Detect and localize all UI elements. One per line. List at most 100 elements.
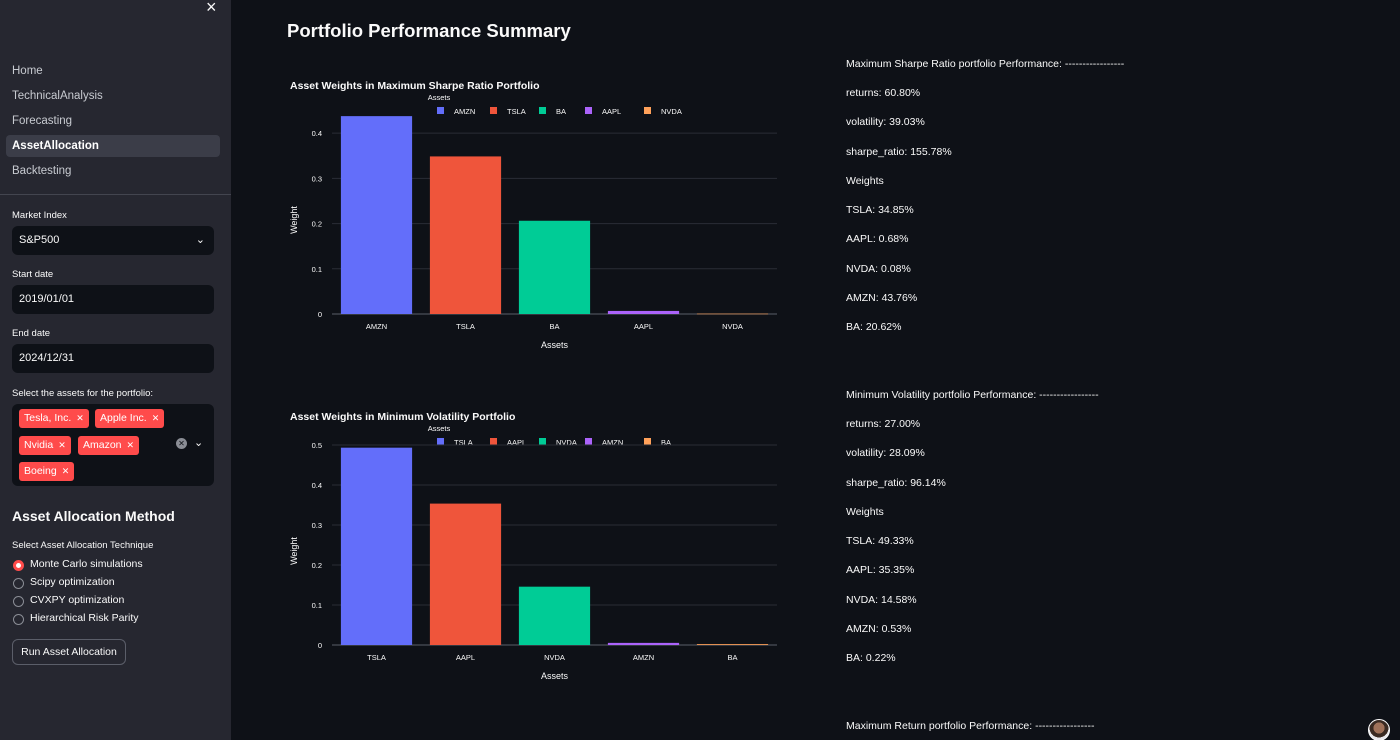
avatar[interactable]: [1368, 719, 1390, 740]
legend-label: TSLA: [507, 107, 526, 116]
x-tick-label: TSLA: [367, 653, 386, 662]
sidebar-item-home[interactable]: Home: [12, 65, 43, 77]
sidebar-item-asset-allocation[interactable]: AssetAllocation: [6, 135, 220, 157]
bar-nvda: [518, 586, 591, 645]
legend-title: Assets: [428, 93, 451, 102]
x-tick-label: AMZN: [366, 322, 387, 331]
stat-line: Weights: [846, 175, 884, 187]
remove-tag-icon[interactable]: ✕: [151, 413, 160, 423]
bar-ba: [696, 644, 769, 645]
remove-tag-icon[interactable]: ✕: [126, 440, 135, 450]
assets-label: Select the assets for the portfolio:: [12, 388, 153, 399]
y-axis-label: Weight: [289, 206, 299, 234]
legend-swatch: [490, 438, 497, 445]
assets-multiselect[interactable]: Tesla, Inc. ✕ Apple Inc. ✕ Nvidia ✕ Amazon ✕…: [12, 404, 214, 486]
legend-label: AMZN: [454, 107, 475, 116]
stat-line: sharpe_ratio: 96.14%: [846, 477, 946, 489]
legend-swatch: [585, 107, 592, 114]
asset-tag-label: Boeing: [24, 465, 57, 477]
sidebar-nav: Home TechnicalAnalysis Forecasting Asset…: [6, 60, 220, 185]
sidebar: × Home TechnicalAnalysis Forecasting Ass…: [0, 0, 231, 740]
remove-tag-icon[interactable]: ✕: [58, 440, 66, 450]
bar-nvda: [696, 313, 769, 315]
stat-line: returns: 27.00%: [846, 418, 921, 430]
radio-label: Scipy optimization: [30, 576, 115, 588]
legend-swatch: [490, 107, 497, 114]
max-sharpe-chart: Asset Weights in Maximum Sharpe Ratio Po…: [287, 80, 807, 370]
end-date-label: End date: [12, 328, 51, 339]
page-title: Portfolio Performance Summary: [287, 20, 571, 41]
x-tick-label: AAPL: [634, 322, 653, 331]
clear-icon[interactable]: ✕: [176, 438, 187, 449]
legend-label: AAPL: [507, 438, 526, 447]
chart-title: Asset Weights in Minimum Volatility Port…: [290, 411, 516, 423]
run-allocation-button[interactable]: Run Asset Allocation: [12, 639, 126, 665]
x-tick-label: BA: [549, 322, 559, 331]
stat-line: TSLA: 34.85%: [846, 204, 914, 216]
end-date-input[interactable]: 2024/12/31: [12, 344, 214, 373]
legend-swatch: [644, 438, 651, 445]
y-tick-label: 0.1: [312, 265, 322, 274]
asset-tag[interactable]: Boeing ✕: [19, 462, 75, 481]
stat-line: NVDA: 0.08%: [846, 263, 911, 275]
legend-label: AMZN: [602, 438, 623, 447]
stat-line: volatility: 28.09%: [846, 447, 925, 459]
stat-line: NVDA: 14.58%: [846, 594, 917, 606]
legend-swatch: [585, 438, 592, 445]
stat-line: AMZN: 0.53%: [846, 623, 912, 635]
radio-label: CVXPY optimization: [30, 594, 125, 606]
stat-line: AMZN: 43.76%: [846, 292, 918, 304]
y-tick-label: 0: [318, 310, 322, 319]
sidebar-divider: [0, 194, 231, 195]
radio-icon: [13, 596, 24, 607]
sidebar-item-technical-analysis[interactable]: TechnicalAnalysis: [12, 90, 103, 102]
legend-swatch: [539, 107, 546, 114]
market-index-select[interactable]: S&P500 ⌄: [12, 226, 214, 255]
remove-tag-icon[interactable]: ✕: [76, 413, 84, 423]
y-tick-label: 0.4: [312, 481, 322, 490]
legend-label: BA: [556, 107, 566, 116]
x-axis-label: Assets: [541, 340, 569, 350]
legend-swatch: [539, 438, 546, 445]
allocation-method-heading: Asset Allocation Method: [12, 508, 175, 524]
y-tick-label: 0.2: [312, 220, 322, 229]
legend-swatch: [644, 107, 651, 114]
stats-header: Maximum Sharpe Ratio portfolio Performan…: [846, 58, 1125, 70]
asset-tag[interactable]: Nvidia ✕: [19, 436, 71, 455]
y-tick-label: 0.4: [312, 129, 322, 138]
close-icon[interactable]: ×: [206, 0, 217, 17]
start-date-input[interactable]: 2019/01/01: [12, 285, 214, 314]
sidebar-item-backtesting[interactable]: Backtesting: [12, 165, 72, 177]
legend-swatch: [437, 438, 444, 445]
radio-icon: [13, 614, 24, 625]
legend-label: NVDA: [556, 438, 577, 447]
legend-label: AAPL: [602, 107, 621, 116]
x-axis-label: Assets: [541, 671, 569, 681]
chevron-down-icon: ⌄: [195, 234, 205, 246]
bar-tsla: [340, 447, 413, 645]
asset-tag-label: Nvidia: [24, 439, 54, 451]
bar-ba: [518, 220, 591, 314]
sidebar-item-forecasting[interactable]: Forecasting: [12, 115, 73, 127]
start-date-label: Start date: [12, 269, 54, 280]
y-tick-label: 0.5: [312, 441, 322, 450]
stats-header: Maximum Return portfolio Performance: --…: [846, 720, 1095, 732]
stat-line: sharpe_ratio: 155.78%: [846, 146, 952, 158]
stat-line: Weights: [846, 506, 884, 518]
asset-tag[interactable]: Amazon ✕: [78, 436, 140, 455]
y-tick-label: 0.3: [312, 521, 322, 530]
asset-tag[interactable]: Tesla, Inc. ✕: [19, 409, 89, 428]
asset-tag-label: Apple Inc.: [100, 412, 147, 424]
radio-label: Hierarchical Risk Parity: [30, 612, 139, 624]
y-tick-label: 0.3: [312, 174, 322, 183]
x-tick-label: TSLA: [456, 322, 475, 331]
asset-tag[interactable]: Apple Inc. ✕: [95, 409, 165, 428]
chevron-down-icon[interactable]: ⌄: [194, 437, 204, 449]
remove-tag-icon[interactable]: ✕: [61, 466, 70, 476]
stat-line: AAPL: 0.68%: [846, 233, 909, 245]
market-index-value: S&P500: [19, 234, 60, 246]
stat-line: BA: 0.22%: [846, 652, 896, 664]
chart-title: Asset Weights in Maximum Sharpe Ratio Po…: [290, 80, 540, 92]
